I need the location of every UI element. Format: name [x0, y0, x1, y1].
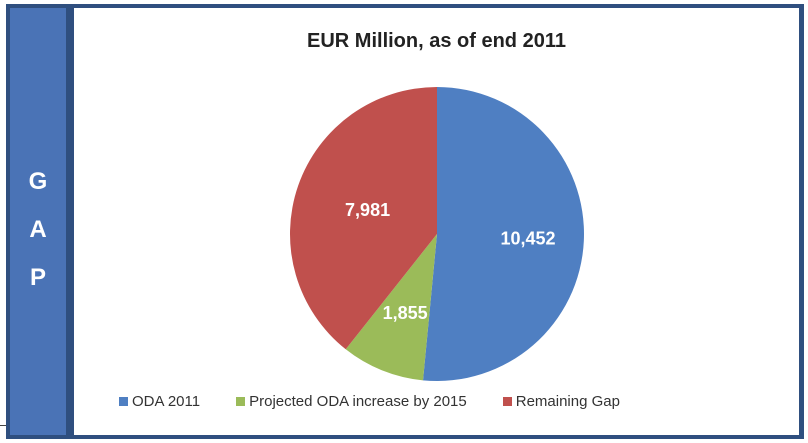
- side-letter-a: A: [29, 216, 47, 243]
- legend-label-remaining: Remaining Gap: [515, 393, 620, 410]
- side-letter-p: P: [29, 264, 46, 291]
- legend-swatch-projected: [236, 397, 246, 406]
- pie-chart: 10,452 1,855 7,981: [290, 87, 584, 382]
- side-label: G A P: [10, 158, 66, 302]
- pie-slice-remaining: [290, 87, 437, 350]
- pie-label-remaining: 7,981: [345, 200, 390, 220]
- side-letter-g: G: [28, 168, 48, 195]
- pie-slice-projected: [345, 234, 437, 381]
- legend-item-projected: Projected ODA increase by 2015: [236, 393, 467, 410]
- pie-label-oda: 10,452: [501, 228, 556, 248]
- legend: ODA 2011 Projected ODA increase by 2015 …: [119, 393, 799, 410]
- legend-swatch-remaining: [502, 397, 512, 406]
- side-panel: G A P: [10, 8, 66, 435]
- legend-item-remaining: Remaining Gap: [502, 393, 620, 410]
- stray-line: [0, 425, 8, 426]
- legend-item-oda: ODA 2011: [119, 393, 200, 410]
- pie-slice-oda: [422, 87, 584, 382]
- pie-label-projected: 1,855: [383, 303, 428, 323]
- legend-label-projected: Projected ODA increase by 2015: [249, 393, 467, 410]
- legend-swatch-oda: [119, 397, 128, 406]
- chart-title: EUR Million, as of end 2011: [307, 30, 566, 52]
- legend-label-oda: ODA 2011: [132, 393, 201, 410]
- chart-area: EUR Million, as of end 2011 10,452 1,855 7…: [74, 8, 799, 435]
